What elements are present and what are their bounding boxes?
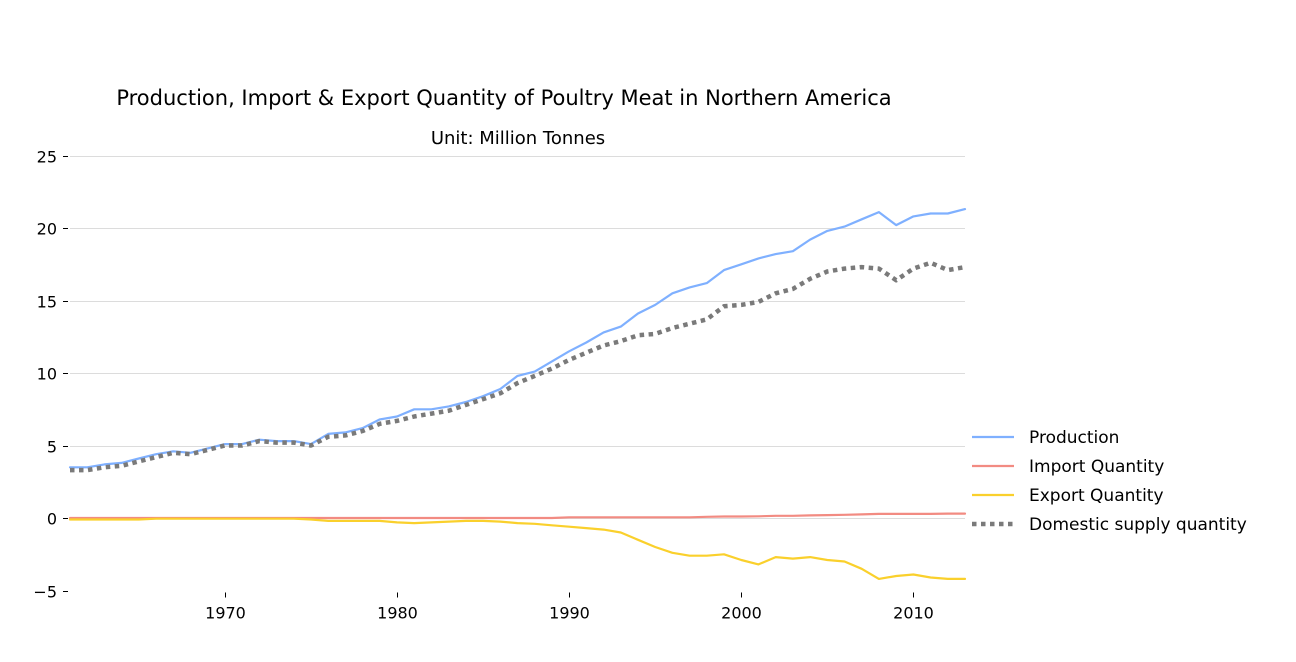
- y-tick-label: 15: [37, 293, 57, 312]
- y-tick-label: −5: [33, 583, 57, 602]
- grid-lines: [70, 156, 965, 519]
- legend: Production Import Quantity Export Quantity…: [972, 428, 1247, 535]
- x-tick-label: 1980: [377, 604, 418, 623]
- x-tick-label: 2000: [721, 604, 762, 623]
- y-tick-label: 0: [47, 510, 57, 529]
- x-tick-label: 2010: [893, 604, 934, 623]
- series-line-import-quantity: [68, 512, 967, 520]
- legend-label: Domestic supply quantity: [1029, 515, 1247, 535]
- chart-title: Production, Import & Export Quantity of …: [116, 86, 891, 110]
- series-line-production: [68, 208, 967, 469]
- legend-label: Import Quantity: [1029, 457, 1164, 477]
- x-tick-label: 1970: [205, 604, 246, 623]
- series-line-export-quantity: [68, 517, 967, 581]
- legend-label: Production: [1029, 428, 1119, 448]
- y-tick-label: 10: [37, 365, 57, 384]
- legend-label: Export Quantity: [1029, 486, 1164, 506]
- x-axis: 1970 1980 1990 2000 2010: [205, 592, 934, 623]
- y-tick-label: 20: [37, 220, 57, 239]
- y-tick-label: 25: [37, 148, 57, 167]
- y-axis: −5 0 5 10 15 20 25: [33, 148, 68, 602]
- chart-subtitle: Unit: Million Tonnes: [431, 128, 605, 149]
- y-tick-label: 5: [47, 438, 57, 457]
- plot-area: [68, 208, 967, 581]
- series-line-domestic-supply-quantity: [70, 260, 966, 473]
- x-tick-label: 1990: [549, 604, 590, 623]
